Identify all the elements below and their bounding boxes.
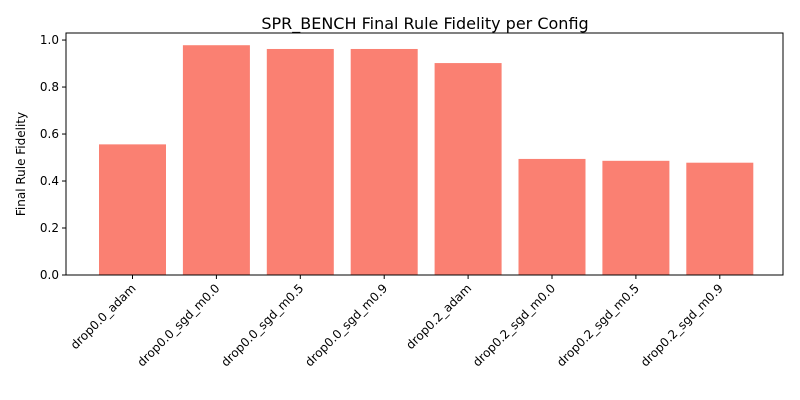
chart-title: SPR_BENCH Final Rule Fidelity per Config [261,14,588,34]
plot-frame [65,32,784,276]
x-tick-label: drop0.0_sgd_m0.5 [218,281,306,369]
bar-5 [518,158,586,275]
x-tick-label: drop0.0_adam [68,281,139,352]
bar-1 [182,45,250,276]
bars-group [99,45,754,276]
y-ticks-group: 0.0 0.2 0.4 0.6 0.8 1.0 [40,33,66,282]
bar-4 [434,63,502,275]
x-tick-label: drop0.0_sgd_m0.9 [302,281,390,369]
x-tick-label: drop0.2_sgd_m0.5 [554,281,642,369]
bar-0 [99,144,166,275]
x-tick-label: drop0.2_adam [403,281,474,352]
y-tick-label: 0.6 [40,127,59,141]
x-tick-label: drop0.2_sgd_m0.9 [638,281,726,369]
y-axis-label: Final Rule Fidelity [14,112,28,216]
bar-6 [602,160,670,275]
bar-3 [350,48,418,275]
x-tick-label: drop0.2_sgd_m0.0 [470,281,558,369]
x-tick-label: drop0.0_sgd_m0.0 [134,281,222,369]
y-tick-label: 0.8 [40,80,59,94]
y-tick-label: 0.4 [40,174,59,188]
bar-2 [266,48,334,275]
y-tick-label: 0.0 [40,268,59,282]
y-tick-label: 0.2 [40,221,59,235]
y-tick-label: 1.0 [40,33,59,47]
x-ticks-group: drop0.0_adamdrop0.0_sgd_m0.0drop0.0_sgd_… [68,275,726,369]
bar-7 [686,162,754,275]
